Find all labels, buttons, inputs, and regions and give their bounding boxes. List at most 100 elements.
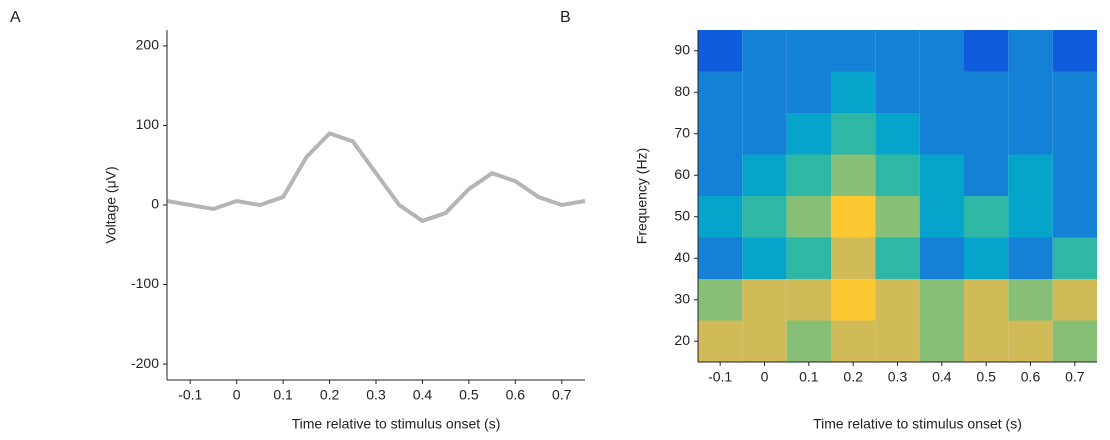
y-tick-label: 60 bbox=[674, 166, 690, 182]
heat-cell bbox=[787, 279, 831, 321]
x-tick-label: 0.4 bbox=[932, 369, 952, 385]
heat-cell bbox=[698, 279, 742, 321]
heat-cell bbox=[875, 321, 919, 363]
x-tick-label: 0.5 bbox=[976, 369, 996, 385]
y-tick-label: 50 bbox=[674, 207, 690, 223]
heat-cell bbox=[1008, 238, 1052, 280]
x-tick-label: 0.7 bbox=[552, 387, 572, 403]
heat-cell bbox=[875, 72, 919, 114]
y-tick-label: -200 bbox=[131, 355, 159, 371]
y-axis-label: Voltage (μV) bbox=[103, 166, 119, 243]
heat-cell bbox=[964, 30, 1008, 72]
heat-cell bbox=[698, 72, 742, 114]
heat-cell bbox=[920, 155, 964, 197]
heat-cell bbox=[1053, 321, 1097, 363]
heat-cell bbox=[1008, 321, 1052, 363]
heat-cell bbox=[831, 321, 875, 363]
x-axis-label: Time relative to stimulus onset (s) bbox=[292, 416, 501, 432]
heat-cell bbox=[1008, 113, 1052, 155]
heat-cell bbox=[742, 155, 786, 197]
x-tick-label: 0.2 bbox=[320, 387, 340, 403]
heat-cell bbox=[920, 113, 964, 155]
heat-cell bbox=[964, 321, 1008, 363]
heat-cell bbox=[920, 30, 964, 72]
heat-cell bbox=[920, 321, 964, 363]
heat-cell bbox=[920, 238, 964, 280]
x-tick-label: 0.5 bbox=[459, 387, 479, 403]
heat-cell bbox=[831, 30, 875, 72]
heat-cell bbox=[698, 196, 742, 238]
y-tick-label: 0 bbox=[151, 196, 159, 212]
heat-cell bbox=[920, 72, 964, 114]
x-tick-label: 0.6 bbox=[1021, 369, 1041, 385]
heat-cell bbox=[1053, 196, 1097, 238]
heat-cell bbox=[1053, 30, 1097, 72]
heat-cell bbox=[787, 321, 831, 363]
x-tick-label: 0 bbox=[761, 369, 769, 385]
figure: A-0.100.10.20.30.40.50.60.7-200-10001002… bbox=[0, 0, 1110, 440]
heat-cell bbox=[831, 113, 875, 155]
heat-cell bbox=[787, 155, 831, 197]
heat-cell bbox=[742, 72, 786, 114]
panel-label: A bbox=[10, 9, 21, 26]
heat-cell bbox=[831, 196, 875, 238]
heat-cell bbox=[875, 238, 919, 280]
heat-cell bbox=[920, 279, 964, 321]
x-tick-label: 0.7 bbox=[1065, 369, 1085, 385]
heat-cell bbox=[698, 321, 742, 363]
y-axis-label: Frequency (Hz) bbox=[634, 148, 650, 244]
heat-cell bbox=[875, 155, 919, 197]
y-tick-label: 70 bbox=[674, 124, 690, 140]
heat-cell bbox=[698, 238, 742, 280]
heat-cell bbox=[698, 30, 742, 72]
heat-cell bbox=[964, 196, 1008, 238]
heat-cell bbox=[698, 155, 742, 197]
heat-cell bbox=[875, 279, 919, 321]
heat-cell bbox=[831, 279, 875, 321]
x-tick-label: 0.1 bbox=[799, 369, 819, 385]
heat-cell bbox=[787, 196, 831, 238]
heat-cell bbox=[742, 30, 786, 72]
heat-cell bbox=[1053, 72, 1097, 114]
x-axis-label: Time relative to stimulus onset (s) bbox=[813, 416, 1022, 432]
heat-cell bbox=[1053, 279, 1097, 321]
heat-cell bbox=[1008, 196, 1052, 238]
x-tick-label: -0.1 bbox=[178, 387, 202, 403]
heat-cell bbox=[787, 30, 831, 72]
heat-cell bbox=[875, 113, 919, 155]
heat-cell bbox=[742, 238, 786, 280]
heat-cell bbox=[964, 72, 1008, 114]
heat-cell bbox=[1053, 155, 1097, 197]
heat-cell bbox=[742, 196, 786, 238]
x-tick-label: 0 bbox=[233, 387, 241, 403]
heat-cell bbox=[875, 30, 919, 72]
heat-cell bbox=[787, 72, 831, 114]
heat-cell bbox=[964, 113, 1008, 155]
heat-cell bbox=[964, 279, 1008, 321]
y-tick-label: 100 bbox=[136, 116, 160, 132]
heat-cell bbox=[742, 113, 786, 155]
x-tick-label: 0.1 bbox=[273, 387, 293, 403]
heat-cell bbox=[831, 238, 875, 280]
heat-cell bbox=[964, 238, 1008, 280]
heat-cell bbox=[831, 72, 875, 114]
x-tick-label: 0.3 bbox=[888, 369, 908, 385]
heat-cell bbox=[920, 196, 964, 238]
x-tick-label: 0.2 bbox=[843, 369, 863, 385]
heat-cell bbox=[1008, 155, 1052, 197]
heat-cell bbox=[831, 155, 875, 197]
x-tick-label: 0.6 bbox=[506, 387, 526, 403]
heat-cell bbox=[742, 279, 786, 321]
heat-cell bbox=[1053, 238, 1097, 280]
heat-cell bbox=[1008, 279, 1052, 321]
x-tick-label: 0.4 bbox=[413, 387, 433, 403]
y-tick-label: 40 bbox=[674, 249, 690, 265]
y-tick-label: 30 bbox=[674, 290, 690, 306]
heat-cell bbox=[1008, 30, 1052, 72]
x-tick-label: 0.3 bbox=[366, 387, 386, 403]
y-tick-label: 200 bbox=[136, 37, 160, 53]
heat-cell bbox=[742, 321, 786, 363]
heat-cell bbox=[698, 113, 742, 155]
heat-cell bbox=[787, 238, 831, 280]
y-tick-label: 80 bbox=[674, 83, 690, 99]
